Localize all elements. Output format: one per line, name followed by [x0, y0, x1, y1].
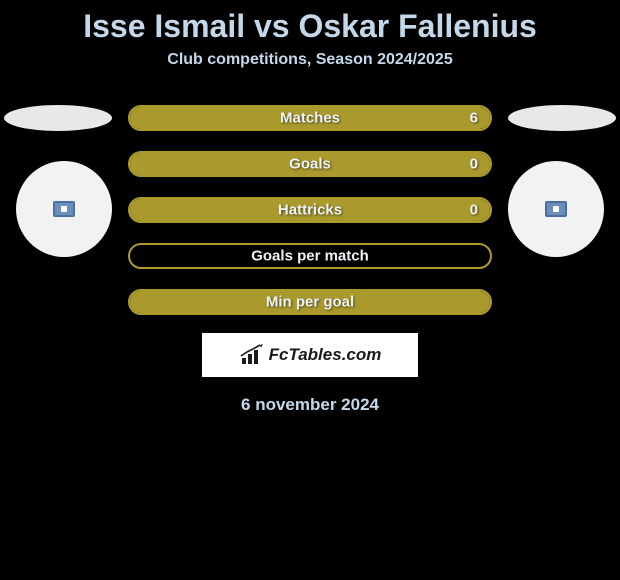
bar-value-right: 0 — [470, 202, 478, 219]
chart-icon — [239, 344, 265, 366]
page-subtitle: Club competitions, Season 2024/2025 — [0, 51, 620, 69]
page-title: Isse Ismail vs Oskar Fallenius — [0, 8, 620, 45]
player-right-col — [496, 105, 616, 257]
stat-bar-goals-per-match: Goals per match — [128, 243, 492, 269]
right-player-avatar — [508, 161, 604, 257]
right-ellipse-shape — [508, 105, 616, 131]
bar-value-right: 6 — [470, 110, 478, 127]
left-player-avatar — [16, 161, 112, 257]
bar-label: Hattricks — [278, 202, 342, 219]
bar-fill-right — [310, 153, 490, 175]
left-ellipse-shape — [4, 105, 112, 131]
player-left-col — [4, 105, 124, 257]
placeholder-image-icon — [545, 201, 567, 217]
bar-label: Matches — [280, 110, 340, 127]
date-text: 6 november 2024 — [0, 395, 620, 415]
bar-fill-left — [130, 153, 310, 175]
brand-text: FcTables.com — [269, 345, 382, 365]
bar-label: Goals — [289, 156, 331, 173]
brand-logo[interactable]: FcTables.com — [202, 333, 418, 377]
comparison-widget: Isse Ismail vs Oskar Fallenius Club comp… — [0, 0, 620, 415]
stat-bars: Matches 6 Goals 0 Hattricks 0 Goals per … — [124, 105, 496, 315]
comparison-row: Matches 6 Goals 0 Hattricks 0 Goals per … — [0, 105, 620, 315]
stat-bar-min-per-goal: Min per goal — [128, 289, 492, 315]
bar-label: Min per goal — [266, 294, 354, 311]
placeholder-image-icon — [53, 201, 75, 217]
bar-label: Goals per match — [251, 248, 369, 265]
stat-bar-hattricks: Hattricks 0 — [128, 197, 492, 223]
bar-value-right: 0 — [470, 156, 478, 173]
stat-bar-goals: Goals 0 — [128, 151, 492, 177]
stat-bar-matches: Matches 6 — [128, 105, 492, 131]
